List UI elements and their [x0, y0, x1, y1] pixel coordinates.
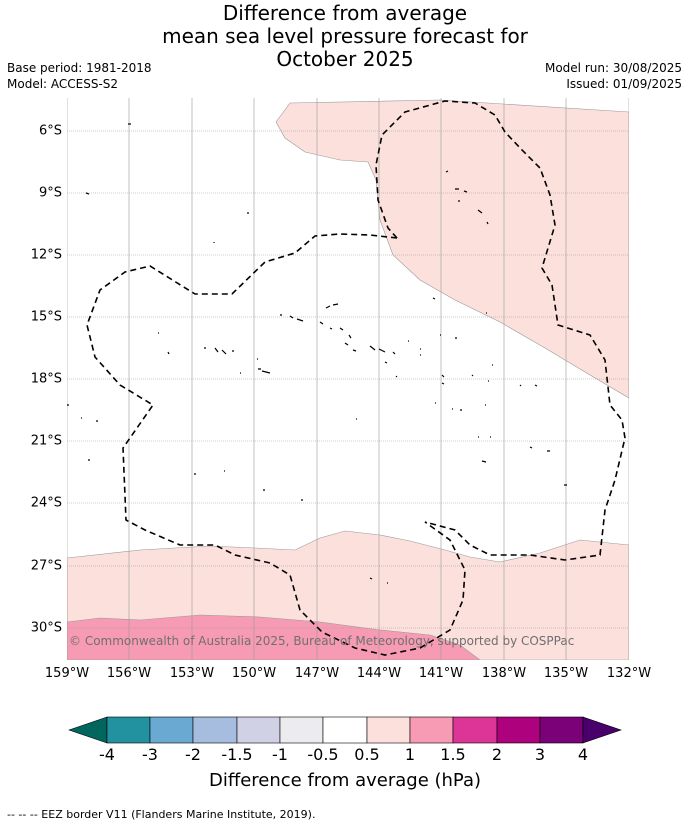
lon-label: 159°W [44, 666, 90, 681]
colorbar-segment [496, 716, 541, 744]
colorbar-tick: 4 [577, 745, 589, 764]
base-period: Base period: 1981-2018 [7, 61, 152, 75]
colorbar [68, 716, 622, 744]
model-name: Model: ACCESS-S2 [7, 77, 119, 91]
colorbar-tick: -1.5 [221, 745, 253, 764]
lon-label: 138°W [481, 666, 527, 681]
colorbar-tick: 1 [404, 745, 416, 764]
map-title: Difference from average mean sea level p… [0, 2, 690, 71]
colorbar-tick: -1 [272, 745, 288, 764]
lon-label: 150°W [231, 666, 277, 681]
colorbar-tick: -3 [142, 745, 158, 764]
colorbar-tick: -4 [99, 745, 115, 764]
colorbar-tick: 2 [491, 745, 503, 764]
graticule [67, 98, 629, 660]
title-line-3: October 2025 [276, 47, 414, 71]
lon-label: 156°W [106, 666, 152, 681]
lon-label: 153°W [169, 666, 215, 681]
pressure-anomaly-band-strong [67, 614, 481, 660]
island-markers [67, 123, 567, 584]
lon-label: 141°W [418, 666, 464, 681]
colorbar-segment [452, 716, 498, 744]
lat-label: 9°S [38, 185, 62, 201]
lat-label: 21°S [30, 433, 62, 449]
colorbar-tick: -2 [185, 745, 201, 764]
colorbar-tick: 0.5 [354, 745, 380, 764]
lon-label: 135°W [543, 666, 589, 681]
eez-border [86, 100, 626, 656]
meta-right: Model run: 30/08/2025 Issued: 01/09/2025 [545, 60, 682, 92]
colorbar-segment [322, 716, 368, 744]
colorbar-label: Difference from average (hPa) [208, 770, 482, 791]
colorbar-arrow-low [68, 716, 108, 744]
colorbar-segment [279, 716, 324, 744]
meta-left: Base period: 1981-2018 Model: ACCESS-S2 [7, 60, 152, 92]
colorbar-segment [539, 716, 584, 744]
lat-label: 18°S [30, 371, 62, 387]
lon-label: 144°W [356, 666, 402, 681]
colorbar-tick: -0.5 [307, 745, 339, 764]
lat-label: 27°S [30, 558, 62, 574]
lat-label: 12°S [30, 247, 62, 263]
colorbar-segment [236, 716, 281, 744]
lon-label: 147°W [294, 666, 340, 681]
colorbar-tick: 3 [534, 745, 546, 764]
lat-label: 6°S [38, 123, 62, 139]
colorbar-segment [192, 716, 238, 744]
colorbar-segment [149, 716, 194, 744]
colorbar-segment [409, 716, 454, 744]
colorbar-segment [366, 716, 411, 744]
eez-footnote: -- -- -- EEZ border V11 (Flanders Marine… [7, 808, 316, 821]
lon-label: 132°W [606, 666, 652, 681]
colorbar-tick: 1.5 [440, 745, 466, 764]
copyright-notice: © Commonwealth of Australia 2025, Bureau… [69, 634, 575, 648]
colorbar-segment [106, 716, 151, 744]
lat-label: 30°S [30, 620, 62, 636]
model-run: Model run: 30/08/2025 [544, 61, 682, 75]
issued-date: Issued: 01/09/2025 [566, 77, 682, 91]
lat-label: 15°S [30, 309, 62, 325]
pressure-anomaly-region-north [275, 99, 629, 399]
lat-label: 24°S [30, 495, 62, 511]
colorbar-arrow-high [582, 716, 622, 744]
title-line-2: mean sea level pressure forecast for [162, 24, 528, 48]
title-line-1: Difference from average [222, 1, 468, 25]
